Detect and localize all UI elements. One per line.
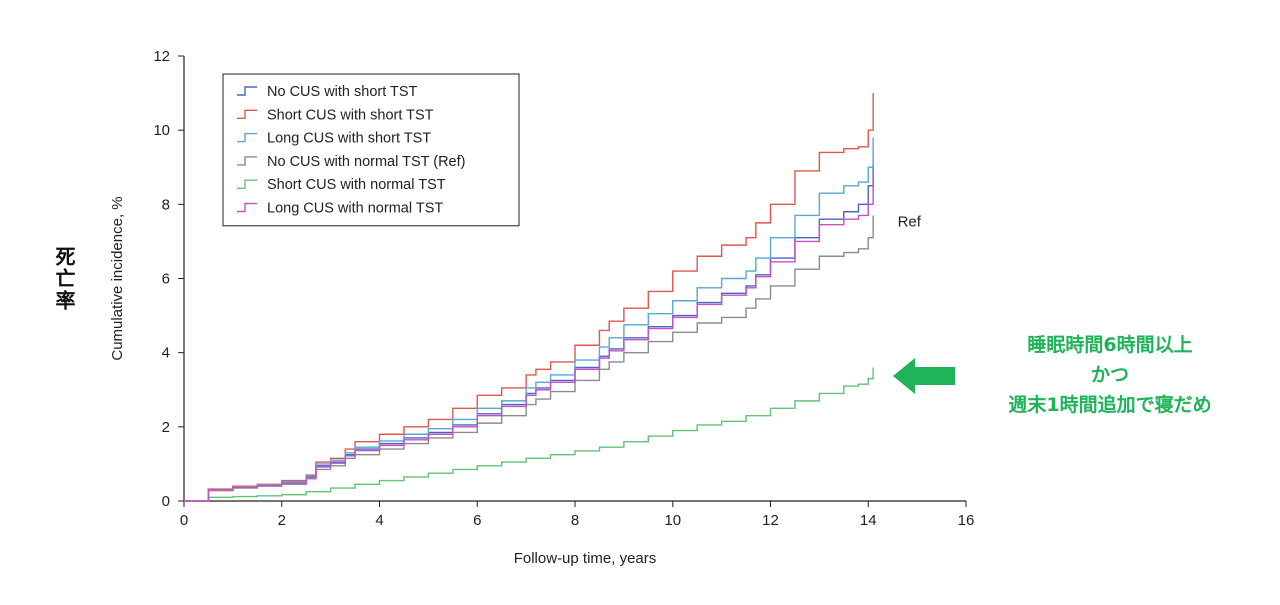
series-line-5 bbox=[184, 367, 874, 502]
annotation-line-2: かつ bbox=[1090, 364, 1129, 386]
x-tick-label: 12 bbox=[762, 512, 779, 529]
legend-item-label: No CUS with short TST bbox=[267, 84, 418, 100]
y-tick-label: 10 bbox=[153, 122, 170, 139]
x-tick-label: 2 bbox=[278, 512, 286, 529]
legend-swatch bbox=[237, 202, 257, 213]
legend-swatch bbox=[237, 132, 257, 143]
legend-swatch bbox=[237, 156, 257, 166]
x-tick-label: 4 bbox=[375, 512, 383, 529]
legend-item-label: Long CUS with normal TST bbox=[267, 201, 443, 217]
x-tick-label: 14 bbox=[860, 512, 877, 529]
legend: No CUS with short TST Short CUS with shor… bbox=[222, 73, 520, 227]
legend-item-label: Short CUS with normal TST bbox=[267, 177, 446, 193]
annotation-text: 睡眠時間6時間以上 かつ 週末1時間追加で寝だめ bbox=[960, 330, 1260, 420]
x-tick-label: 10 bbox=[664, 512, 681, 529]
x-tick-label: 8 bbox=[571, 512, 579, 529]
y-tick-label: 0 bbox=[162, 493, 170, 510]
x-tick-label: 6 bbox=[473, 512, 481, 529]
arrow-left-icon bbox=[893, 358, 955, 394]
x-tick-label: 16 bbox=[958, 512, 975, 529]
x-tick-label: 0 bbox=[180, 512, 188, 529]
x-axis-label: Follow-up time, years bbox=[514, 550, 657, 567]
annotation-line-3: 週末1時間追加で寝だめ bbox=[1008, 394, 1212, 416]
cumulative-incidence-chart: 0 2 4 6 8 10 12 14 16 0 2 4 6 8 10 12 Follow-up time, ye… bbox=[109, 48, 975, 567]
legend-swatch bbox=[237, 109, 257, 119]
legend-swatch bbox=[237, 86, 257, 96]
side-label: 死亡率 bbox=[52, 246, 76, 312]
legend-item-label: Long CUS with short TST bbox=[267, 131, 431, 147]
legend-box bbox=[222, 73, 520, 227]
y-tick-label: 6 bbox=[162, 271, 170, 288]
chart-panel: 0 2 4 6 8 10 12 14 16 0 2 4 6 8 10 12 Follow-up time, ye… bbox=[80, 10, 1012, 580]
y-tick-label: 4 bbox=[162, 345, 170, 362]
y-axis-label: Cumulative incidence, % bbox=[109, 196, 126, 360]
y-tick-label: 12 bbox=[153, 48, 170, 65]
legend-item-label: No CUS with normal TST (Ref) bbox=[267, 154, 465, 170]
legend-item-label: Short CUS with short TST bbox=[267, 107, 434, 123]
legend-swatch bbox=[237, 179, 257, 189]
annotation-line-1: 睡眠時間6時間以上 bbox=[1027, 334, 1193, 356]
y-tick-label: 2 bbox=[162, 419, 170, 436]
series-line-6 bbox=[184, 170, 874, 502]
y-tick-label: 8 bbox=[162, 196, 170, 213]
ref-annotation: Ref bbox=[898, 214, 922, 231]
